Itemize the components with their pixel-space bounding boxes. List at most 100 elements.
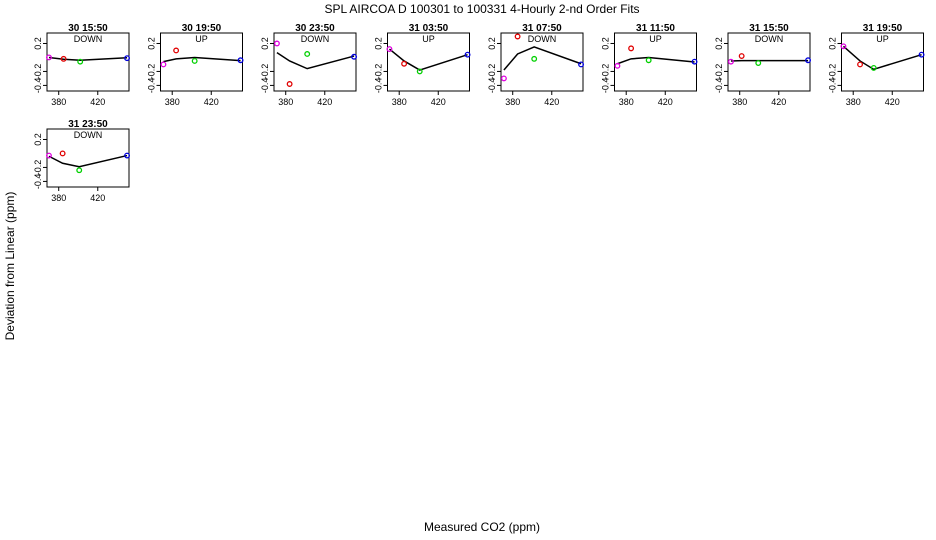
direction-label: DOWN — [74, 34, 103, 44]
panel-title: 30 15:50 — [68, 23, 108, 34]
x-tick-label: 420 — [90, 193, 105, 203]
panel-frame — [387, 32, 470, 92]
data-point — [500, 75, 507, 82]
figure-title: SPL AIRCOA D 100301 to 100331 4-Hourly 2… — [324, 2, 639, 16]
data-point — [273, 40, 280, 47]
data-point — [870, 64, 877, 71]
y-tick-label: 0.2 — [147, 37, 157, 50]
x-tick-label: 380 — [51, 97, 66, 107]
panel-title: 30 23:50 — [295, 23, 335, 34]
data-point — [691, 58, 698, 65]
data-point — [59, 150, 66, 157]
data-point — [124, 55, 130, 62]
y-tick-label: 0.2 — [33, 37, 43, 50]
panel-frame — [500, 32, 584, 92]
x-tick-label: 380 — [732, 97, 747, 107]
x-tick-label: 380 — [278, 97, 293, 107]
direction-label: DOWN — [755, 34, 784, 44]
y-tick-label: -0.4 — [147, 78, 157, 94]
y-tick-label: -0.2 — [374, 64, 384, 80]
direction-label: UP — [876, 34, 889, 44]
y-tick-label: -0.4 — [601, 78, 611, 94]
x-axis-label: Measured CO2 (ppm) — [424, 520, 540, 534]
data-point — [464, 51, 471, 58]
data-point — [124, 152, 130, 159]
data-point — [191, 58, 198, 64]
fit-line — [842, 45, 922, 71]
y-tick-label: -0.4 — [374, 78, 384, 94]
y-tick-label: -0.2 — [147, 64, 157, 80]
data-point — [60, 55, 67, 62]
y-tick-label: -0.2 — [260, 64, 270, 80]
x-tick-label: 420 — [204, 97, 219, 107]
panel-frame — [273, 32, 357, 92]
data-point — [755, 60, 762, 66]
data-point — [514, 33, 521, 40]
y-tick-label: 0.2 — [714, 37, 724, 50]
x-tick-label: 380 — [165, 97, 180, 107]
panel-title: 31 19:50 — [863, 23, 903, 34]
direction-label: UP — [649, 34, 662, 44]
direction-label: DOWN — [528, 34, 557, 44]
data-point — [46, 152, 52, 159]
y-tick-label: -0.2 — [601, 64, 611, 80]
data-point — [304, 51, 311, 57]
direction-label: UP — [422, 34, 435, 44]
x-tick-label: 380 — [505, 97, 520, 107]
y-tick-label: 0.2 — [601, 37, 611, 50]
y-tick-label: 0.2 — [828, 37, 838, 50]
data-point — [286, 81, 293, 87]
x-tick-label: 380 — [51, 193, 66, 203]
data-point — [76, 167, 83, 174]
fit-line — [388, 48, 468, 71]
x-tick-label: 380 — [846, 97, 861, 107]
y-tick-label: -0.4 — [33, 78, 43, 94]
data-point — [386, 46, 393, 53]
data-point — [351, 53, 357, 60]
x-tick-label: 420 — [771, 97, 786, 107]
panel-title: 31 23:50 — [68, 119, 108, 130]
panel-title: 31 11:50 — [636, 23, 675, 34]
direction-label: DOWN — [301, 34, 330, 44]
fit-line — [276, 51, 355, 70]
y-tick-label: -0.4 — [487, 78, 497, 94]
data-point — [401, 60, 408, 67]
data-point — [46, 54, 52, 61]
panel-title: 30 19:50 — [182, 23, 222, 34]
data-point — [805, 57, 811, 64]
y-tick-label: -0.4 — [33, 174, 43, 190]
x-tick-label: 380 — [619, 97, 634, 107]
fit-line — [617, 56, 695, 65]
data-point — [738, 53, 745, 60]
y-tick-label: 0.2 — [374, 37, 384, 50]
x-tick-label: 420 — [658, 97, 673, 107]
panel-title: 31 15:50 — [749, 23, 789, 34]
y-tick-label: -0.2 — [487, 64, 497, 80]
panel-frame — [46, 128, 130, 188]
fit-line — [48, 154, 128, 168]
panel-title: 31 03:50 — [409, 23, 449, 34]
data-point — [578, 61, 584, 68]
y-tick-label: 0.2 — [33, 133, 43, 146]
direction-label: UP — [195, 34, 208, 44]
data-point — [840, 43, 847, 50]
data-point — [237, 57, 244, 64]
data-point — [77, 58, 84, 65]
y-tick-label: -0.4 — [714, 78, 724, 94]
data-point — [531, 55, 538, 62]
data-point — [173, 47, 180, 54]
y-tick-label: 0.2 — [487, 37, 497, 50]
y-tick-label: -0.4 — [260, 78, 270, 94]
y-axis-label: Deviation from Linear (ppm) — [3, 192, 17, 341]
fit-line — [503, 46, 582, 71]
data-point — [857, 61, 863, 68]
